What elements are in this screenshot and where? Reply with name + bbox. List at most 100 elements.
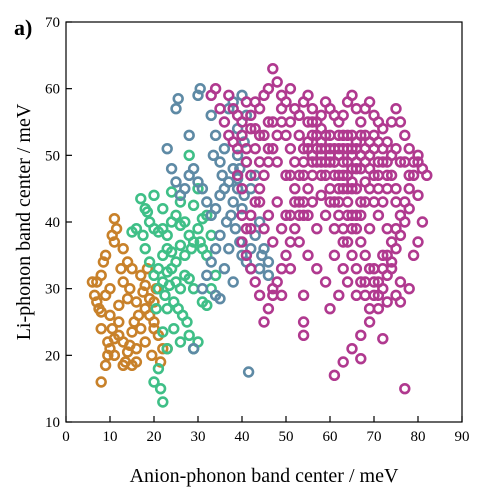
data-point [306, 102, 319, 115]
data-point [319, 276, 332, 288]
data-point [104, 309, 116, 322]
data-point [135, 322, 147, 335]
data-point [284, 142, 297, 155]
data-point [113, 316, 125, 328]
data-point [152, 362, 165, 375]
data-point [240, 222, 253, 235]
data-point [412, 189, 424, 202]
data-point [229, 222, 242, 235]
data-point [146, 349, 158, 362]
data-point [214, 102, 226, 115]
data-point [154, 356, 167, 368]
data-point [381, 249, 393, 262]
data-point [267, 116, 279, 128]
data-point [363, 96, 376, 108]
data-point [412, 156, 424, 168]
data-point [161, 142, 173, 155]
data-point [223, 129, 235, 142]
data-point [181, 316, 193, 328]
data-point [262, 156, 275, 168]
data-point [328, 169, 341, 182]
y-tick-label: 30 [45, 282, 60, 298]
data-point [377, 249, 389, 262]
data-point [168, 322, 180, 335]
data-point [238, 189, 250, 202]
data-point [205, 229, 217, 242]
data-point [297, 316, 310, 328]
data-point [205, 209, 217, 222]
data-point [385, 236, 398, 248]
data-point [337, 109, 349, 122]
data-point [368, 196, 380, 208]
data-point [157, 326, 169, 338]
data-point [275, 262, 288, 275]
data-point [245, 222, 257, 235]
data-point [302, 89, 314, 102]
data-point [174, 336, 187, 348]
data-point [394, 116, 407, 128]
data-point [280, 209, 292, 222]
data-point [245, 109, 257, 122]
data-point [355, 276, 367, 288]
data-point [267, 62, 279, 75]
data-point [157, 396, 169, 408]
data-point [231, 109, 244, 122]
x-axis-ticks: 0 10 20 30 40 50 60 70 80 90 [62, 416, 470, 445]
data-point [236, 209, 248, 222]
data-point [293, 196, 305, 208]
data-point [148, 376, 160, 388]
data-point [390, 102, 402, 115]
data-point [245, 169, 257, 182]
data-point [284, 262, 297, 275]
data-point [253, 156, 266, 168]
data-point [346, 249, 358, 262]
data-point [324, 182, 336, 195]
data-point [139, 202, 151, 215]
data-point [275, 102, 288, 115]
data-point [262, 209, 275, 222]
data-point [117, 359, 129, 372]
data-point [192, 182, 204, 195]
data-point [355, 352, 367, 365]
data-point [157, 249, 169, 262]
data-point [341, 276, 354, 288]
data-point [399, 156, 411, 168]
data-point [102, 336, 114, 348]
data-point [121, 256, 134, 268]
data-point [205, 109, 217, 122]
data-point [355, 209, 367, 222]
data-point [170, 276, 182, 288]
data-point [267, 142, 279, 155]
data-point [377, 196, 389, 208]
data-point [183, 149, 195, 162]
data-point [311, 262, 323, 275]
data-point [271, 156, 283, 168]
data-point [289, 156, 301, 168]
data-point [275, 116, 288, 128]
data-point [106, 229, 118, 242]
data-point [157, 342, 169, 355]
data-point [363, 136, 376, 148]
data-point [97, 256, 110, 268]
data-point [359, 289, 371, 302]
data-point [271, 196, 283, 208]
data-point [234, 162, 246, 175]
data-point [179, 249, 191, 262]
data-point [214, 229, 226, 242]
data-point [240, 156, 253, 168]
data-point [253, 102, 266, 115]
data-point [394, 296, 407, 308]
data-point [218, 262, 231, 275]
data-point [377, 122, 389, 135]
data-point [139, 279, 151, 292]
data-point [306, 149, 319, 162]
data-points [86, 62, 433, 408]
data-point [130, 356, 143, 368]
data-point [192, 89, 204, 102]
data-point [280, 249, 292, 262]
data-point [128, 316, 140, 328]
data-point [141, 262, 154, 275]
data-point [284, 209, 297, 222]
data-point [372, 156, 385, 168]
data-point [381, 222, 393, 235]
